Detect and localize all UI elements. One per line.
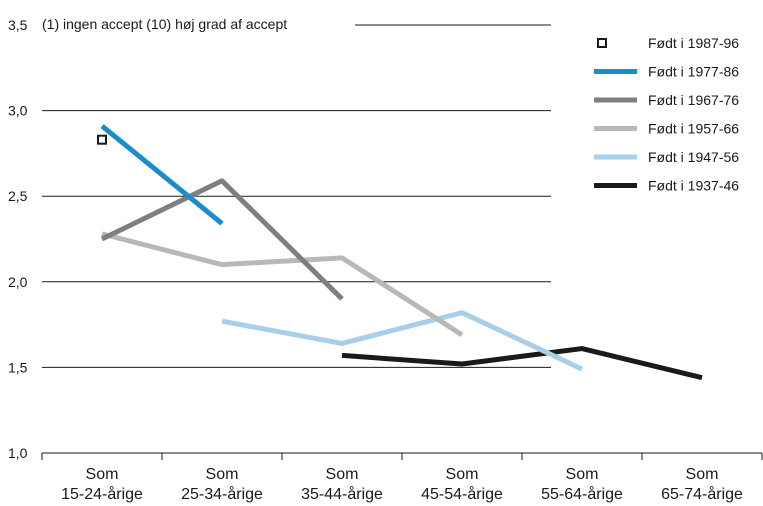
legend-label: Født i 1967-76 <box>648 92 739 108</box>
chart-title: (1) ingen accept (10) høj grad af accept <box>42 16 287 32</box>
legend-item: Født i 1957-66 <box>594 121 739 137</box>
legend-label: Født i 1957-66 <box>648 121 739 137</box>
legend-item: Født i 1967-76 <box>594 92 739 108</box>
legend: Født i 1987-96 Født i 1977-86 Født i 1967-… <box>594 35 739 194</box>
legend-label: Født i 1947-56 <box>648 149 739 165</box>
x-axis: Som 15-24-årige Som 25-34-årige Som 35-44-åri… <box>41 452 763 503</box>
x-tick-label: Som 25-34-årige <box>181 466 263 503</box>
legend-swatch <box>597 38 607 48</box>
legend-item: Født i 1977-86 <box>594 64 739 80</box>
y-tick-label: 1,0 <box>8 445 28 461</box>
y-tick-label: 1,5 <box>8 359 28 375</box>
x-tick-label: Som 15-24-årige <box>61 466 143 503</box>
legend-label: Født i 1987-96 <box>648 35 739 51</box>
x-tick-label: Som 65-74-årige <box>661 466 743 503</box>
series-lines <box>97 124 703 381</box>
y-tick-label: 3,0 <box>8 103 28 119</box>
y-tick-label: 2,0 <box>8 274 28 290</box>
legend-label: Født i 1937-46 <box>648 178 739 194</box>
series-line <box>221 310 584 372</box>
grid-lines <box>42 24 551 368</box>
series-line <box>101 231 464 337</box>
y-tick-labels: 1,0 1,5 2,0 2,5 3,0 3,5 <box>8 17 28 461</box>
series-line <box>100 178 344 301</box>
legend-item: Født i 1937-46 <box>594 178 739 194</box>
x-tick-label: Som 45-54-årige <box>421 466 503 503</box>
y-tick-label: 2,5 <box>8 188 28 204</box>
legend-item: Født i 1987-96 <box>597 35 739 51</box>
legend-label: Født i 1977-86 <box>648 64 739 80</box>
x-tick-label: Som 35-44-årige <box>301 466 383 503</box>
x-tick-label: Som 55-64-årige <box>541 466 623 503</box>
series-line <box>100 124 224 226</box>
legend-item: Født i 1947-56 <box>594 149 739 165</box>
series-line <box>341 346 703 381</box>
data-point <box>97 134 107 145</box>
y-tick-label: 3,5 <box>8 17 28 33</box>
